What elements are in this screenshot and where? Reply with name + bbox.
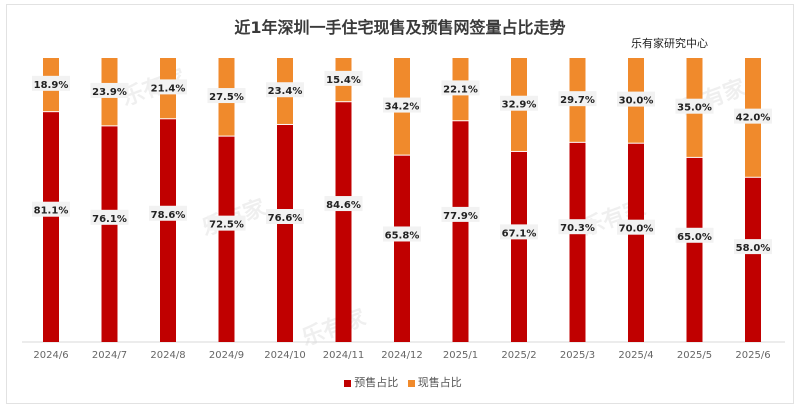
bar-presale <box>452 120 469 342</box>
x-tick-label: 2025/2 <box>501 350 536 361</box>
data-label-spot-bg <box>207 88 246 104</box>
data-label-spot: 34.2% <box>385 102 420 113</box>
data-label-presale-bg <box>617 219 655 235</box>
data-label-presale: 65.8% <box>385 230 420 241</box>
data-label-presale: 76.6% <box>268 213 303 224</box>
data-label-spot-bg <box>149 79 187 95</box>
data-label-presale: 81.1% <box>34 206 69 217</box>
bar-presale <box>160 118 176 342</box>
bar-presale <box>394 155 410 342</box>
data-label-spot: 22.1% <box>443 84 478 95</box>
x-tick-label: 2024/8 <box>150 350 185 361</box>
data-label-spot: 15.4% <box>326 75 361 86</box>
data-label-spot-bg <box>90 82 129 98</box>
legend-label-spot: 现售占比 <box>417 376 462 389</box>
data-label-presale-bg <box>558 219 597 235</box>
data-label-presale: 58.0% <box>736 243 771 254</box>
data-label-presale-bg <box>734 239 772 255</box>
bar-presale <box>335 101 352 343</box>
bar-presale <box>569 142 586 342</box>
bar-presale <box>101 125 118 342</box>
x-tick-label: 2025/5 <box>677 350 712 361</box>
data-label-presale-bg <box>32 201 70 217</box>
data-label-presale-bg <box>90 209 129 225</box>
data-label-spot-bg <box>500 95 538 111</box>
source-label: 乐有家研究中心 <box>631 37 708 50</box>
data-label-spot: 23.4% <box>268 86 303 97</box>
legend-swatch-presale <box>344 379 352 387</box>
data-label-spot-bg <box>675 98 714 114</box>
bar-presale <box>686 157 703 342</box>
x-tick-label: 2024/11 <box>323 350 365 361</box>
data-label-presale: 65.0% <box>677 232 712 243</box>
bar-presale <box>511 151 527 342</box>
data-label-spot-bg <box>558 91 597 107</box>
data-label-presale-bg <box>207 215 246 231</box>
bar-presale <box>277 124 293 343</box>
chart-title: 近1年深圳一手住宅现售及预售网签量占比走势 <box>234 18 566 37</box>
data-label-presale: 84.6% <box>326 200 361 211</box>
data-label-spot: 21.4% <box>151 83 186 94</box>
data-label-presale: 70.0% <box>619 224 654 235</box>
data-label-spot: 27.5% <box>209 92 244 103</box>
data-label-presale: 67.1% <box>502 228 537 239</box>
bar-presale <box>745 177 761 342</box>
data-label-presale-bg <box>324 196 363 212</box>
legend: 预售占比 现售占比 <box>0 374 800 390</box>
bar-presale <box>628 143 644 342</box>
data-label-spot-bg <box>383 97 421 113</box>
data-label-presale: 70.3% <box>560 223 595 234</box>
x-tick-label: 2024/6 <box>33 350 68 361</box>
x-tick-label: 2024/10 <box>264 350 306 361</box>
data-label-presale: 77.9% <box>443 211 478 222</box>
data-label-presale-bg <box>149 205 187 221</box>
data-label-presale: 78.6% <box>151 210 186 221</box>
x-tick-label: 2025/3 <box>560 350 595 361</box>
data-label-spot-bg <box>324 70 363 86</box>
data-label-spot: 23.9% <box>92 87 127 98</box>
data-label-presale-bg <box>500 224 538 240</box>
data-label-spot-bg <box>441 80 480 96</box>
bar-presale <box>218 136 235 342</box>
data-label-presale-bg <box>383 226 421 242</box>
data-label-spot-bg <box>734 108 772 124</box>
legend-label-presale: 预售占比 <box>354 376 399 389</box>
data-label-spot: 42.0% <box>736 113 771 124</box>
data-label-spot: 29.7% <box>560 95 595 106</box>
x-tick-label: 2025/1 <box>443 350 478 361</box>
x-tick-label: 2025/4 <box>618 350 653 361</box>
data-label-presale-bg <box>266 208 304 224</box>
data-label-presale-bg <box>441 206 480 222</box>
x-tick-label: 2025/6 <box>735 350 770 361</box>
data-label-presale: 72.5% <box>209 220 244 231</box>
data-label-presale-bg <box>675 227 714 243</box>
data-label-spot: 32.9% <box>502 100 537 111</box>
data-label-spot-bg <box>32 75 70 91</box>
data-label-presale: 76.1% <box>92 214 127 225</box>
bar-presale <box>43 111 59 343</box>
legend-swatch-spot <box>407 379 415 387</box>
data-label-spot: 30.0% <box>619 96 654 107</box>
data-label-spot-bg <box>617 91 655 107</box>
data-label-spot-bg <box>266 82 304 98</box>
x-tick-label: 2024/7 <box>92 350 127 361</box>
x-tick-label: 2024/9 <box>209 350 244 361</box>
data-label-spot: 18.9% <box>34 80 69 91</box>
x-tick-label: 2024/12 <box>381 350 423 361</box>
data-label-spot: 35.0% <box>677 103 712 114</box>
